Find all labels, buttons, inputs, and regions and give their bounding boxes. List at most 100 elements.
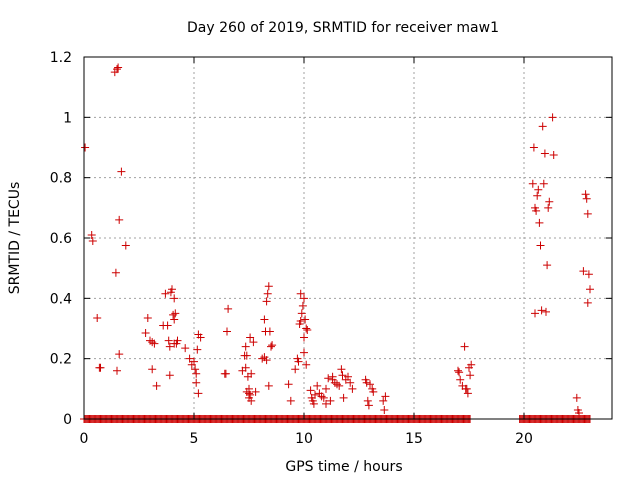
- data-point: [300, 294, 308, 303]
- data-point: [335, 381, 344, 390]
- data-point: [344, 372, 352, 381]
- data-point: [242, 351, 251, 360]
- data-point: [313, 381, 322, 390]
- data-point: [572, 393, 581, 402]
- data-point: [111, 268, 120, 277]
- data-point: [549, 151, 558, 160]
- data-point: [164, 336, 173, 345]
- data-point: [333, 380, 341, 389]
- chart-title: Day 260 of 2019, SRMTID for receiver maw…: [187, 20, 499, 36]
- data-point: [262, 297, 271, 306]
- data-point: [241, 363, 250, 372]
- data-point: [366, 380, 374, 389]
- data-point: [262, 356, 271, 365]
- data-point: [363, 396, 372, 405]
- data-point: [300, 348, 308, 357]
- data-point: [302, 360, 311, 369]
- data-point: [223, 327, 231, 336]
- data-point: [339, 393, 348, 402]
- data-point: [81, 143, 90, 152]
- data-point: [583, 209, 592, 218]
- data-point: [296, 289, 305, 298]
- data-points: [80, 63, 594, 423]
- data-point: [531, 309, 539, 318]
- data-point: [338, 371, 347, 380]
- data-point: [297, 309, 306, 318]
- data-point: [322, 384, 330, 393]
- data-point: [379, 396, 388, 405]
- data-point: [115, 215, 124, 224]
- data-point: [306, 386, 315, 395]
- data-point: [460, 342, 469, 351]
- data-point: [191, 365, 200, 374]
- data-point: [380, 405, 389, 414]
- data-point: [165, 371, 174, 380]
- x-tick-label: 10: [295, 431, 313, 447]
- data-point: [537, 306, 546, 315]
- data-point: [539, 179, 548, 188]
- data-point: [87, 230, 96, 239]
- data-point: [152, 381, 161, 390]
- data-point: [467, 360, 476, 369]
- data-point: [163, 321, 172, 330]
- y-tick-label: 0: [63, 412, 72, 428]
- data-point: [246, 333, 255, 342]
- x-axis-label: GPS time / hours: [285, 459, 402, 475]
- data-point: [284, 380, 293, 389]
- y-tick-label: 0.4: [50, 291, 72, 307]
- data-point: [161, 289, 170, 298]
- data-point: [463, 389, 472, 398]
- data-point: [165, 342, 174, 351]
- data-point: [117, 167, 126, 176]
- data-point: [302, 324, 311, 333]
- data-point: [294, 357, 303, 366]
- data-point: [264, 381, 273, 390]
- data-point: [532, 206, 541, 215]
- data-point: [296, 316, 305, 325]
- data-point: [170, 339, 179, 348]
- data-point: [196, 333, 205, 342]
- data-point: [193, 345, 202, 354]
- data-point: [267, 342, 275, 351]
- data-point: [542, 307, 550, 316]
- data-point: [171, 309, 180, 318]
- data-point: [268, 341, 277, 350]
- data-point: [169, 310, 178, 319]
- y-tick-label: 1: [63, 110, 72, 126]
- data-point: [249, 338, 258, 347]
- data-point: [319, 393, 328, 402]
- data-point: [141, 329, 150, 338]
- data-point: [221, 369, 230, 378]
- data-point: [455, 368, 464, 377]
- data-point: [115, 350, 124, 359]
- y-tick-label: 0.8: [50, 171, 72, 187]
- data-point: [534, 185, 543, 194]
- data-point: [346, 378, 355, 387]
- gridlines: [84, 57, 612, 419]
- data-point: [251, 387, 260, 396]
- data-point: [113, 366, 121, 375]
- data-point: [224, 304, 233, 313]
- data-point: [258, 354, 267, 363]
- y-tick-label: 0.6: [50, 231, 72, 247]
- data-point: [538, 122, 547, 131]
- data-point: [150, 339, 159, 348]
- data-point: [579, 267, 588, 276]
- data-point: [121, 241, 130, 250]
- data-point: [181, 344, 190, 353]
- data-point: [364, 401, 373, 410]
- data-point: [326, 396, 335, 405]
- data-point: [286, 396, 295, 405]
- data-point: [454, 366, 462, 375]
- data-point: [190, 357, 198, 366]
- axis-ticks: 0 5 10 15 20 0 0.2 0.4 0.6 0.8 1 1.2: [50, 50, 612, 447]
- data-point: [148, 338, 157, 347]
- data-point: [328, 375, 337, 384]
- data-point: [298, 301, 307, 310]
- data-point: [143, 313, 152, 322]
- data-point: [533, 191, 542, 200]
- data-point: [543, 261, 552, 270]
- data-point: [583, 298, 592, 307]
- data-point: [264, 282, 273, 291]
